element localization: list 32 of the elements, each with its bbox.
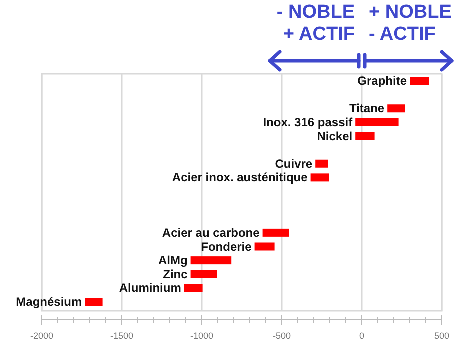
bar (316, 160, 328, 168)
text: - NOBLE + ACTIF (276, 2, 355, 45)
bar (85, 298, 103, 306)
x-tick-label: 0 (359, 331, 365, 341)
bar (356, 118, 399, 126)
y-tick-label: Inox. 316 passif (263, 115, 354, 130)
y-tick-label: AlMg (158, 254, 188, 268)
y-tick-label: Cuivre (275, 156, 313, 171)
bar (310, 174, 330, 182)
bar (410, 77, 430, 85)
bar (190, 256, 232, 265)
y-tick-label: Aluminium (119, 281, 182, 296)
bar (184, 284, 203, 292)
y-tick-label: Magnésium (16, 295, 82, 309)
bar (356, 132, 375, 140)
text: + NOBLE - ACTIF (369, 2, 452, 45)
y-tick-label: Acier au carbone (162, 226, 260, 240)
x-tick-label: -2000 (30, 331, 54, 341)
x-tick-label: -1000 (190, 331, 214, 341)
bar (254, 242, 275, 251)
y-tick-label: Graphite (358, 74, 408, 88)
x-tick-label: 500 (434, 331, 450, 341)
bar (190, 270, 218, 278)
bar (262, 228, 290, 237)
y-tick-label: Zinc (163, 267, 188, 282)
y-tick-label: Titane (349, 102, 385, 116)
x-tick-label: -500 (272, 331, 292, 341)
bar (388, 104, 406, 113)
y-tick-label: Acier inox. austénitique (172, 170, 308, 185)
y-tick-label: Nickel (317, 129, 353, 144)
x-tick-label: -1500 (110, 331, 134, 341)
y-tick-label: Fonderie (201, 240, 252, 254)
